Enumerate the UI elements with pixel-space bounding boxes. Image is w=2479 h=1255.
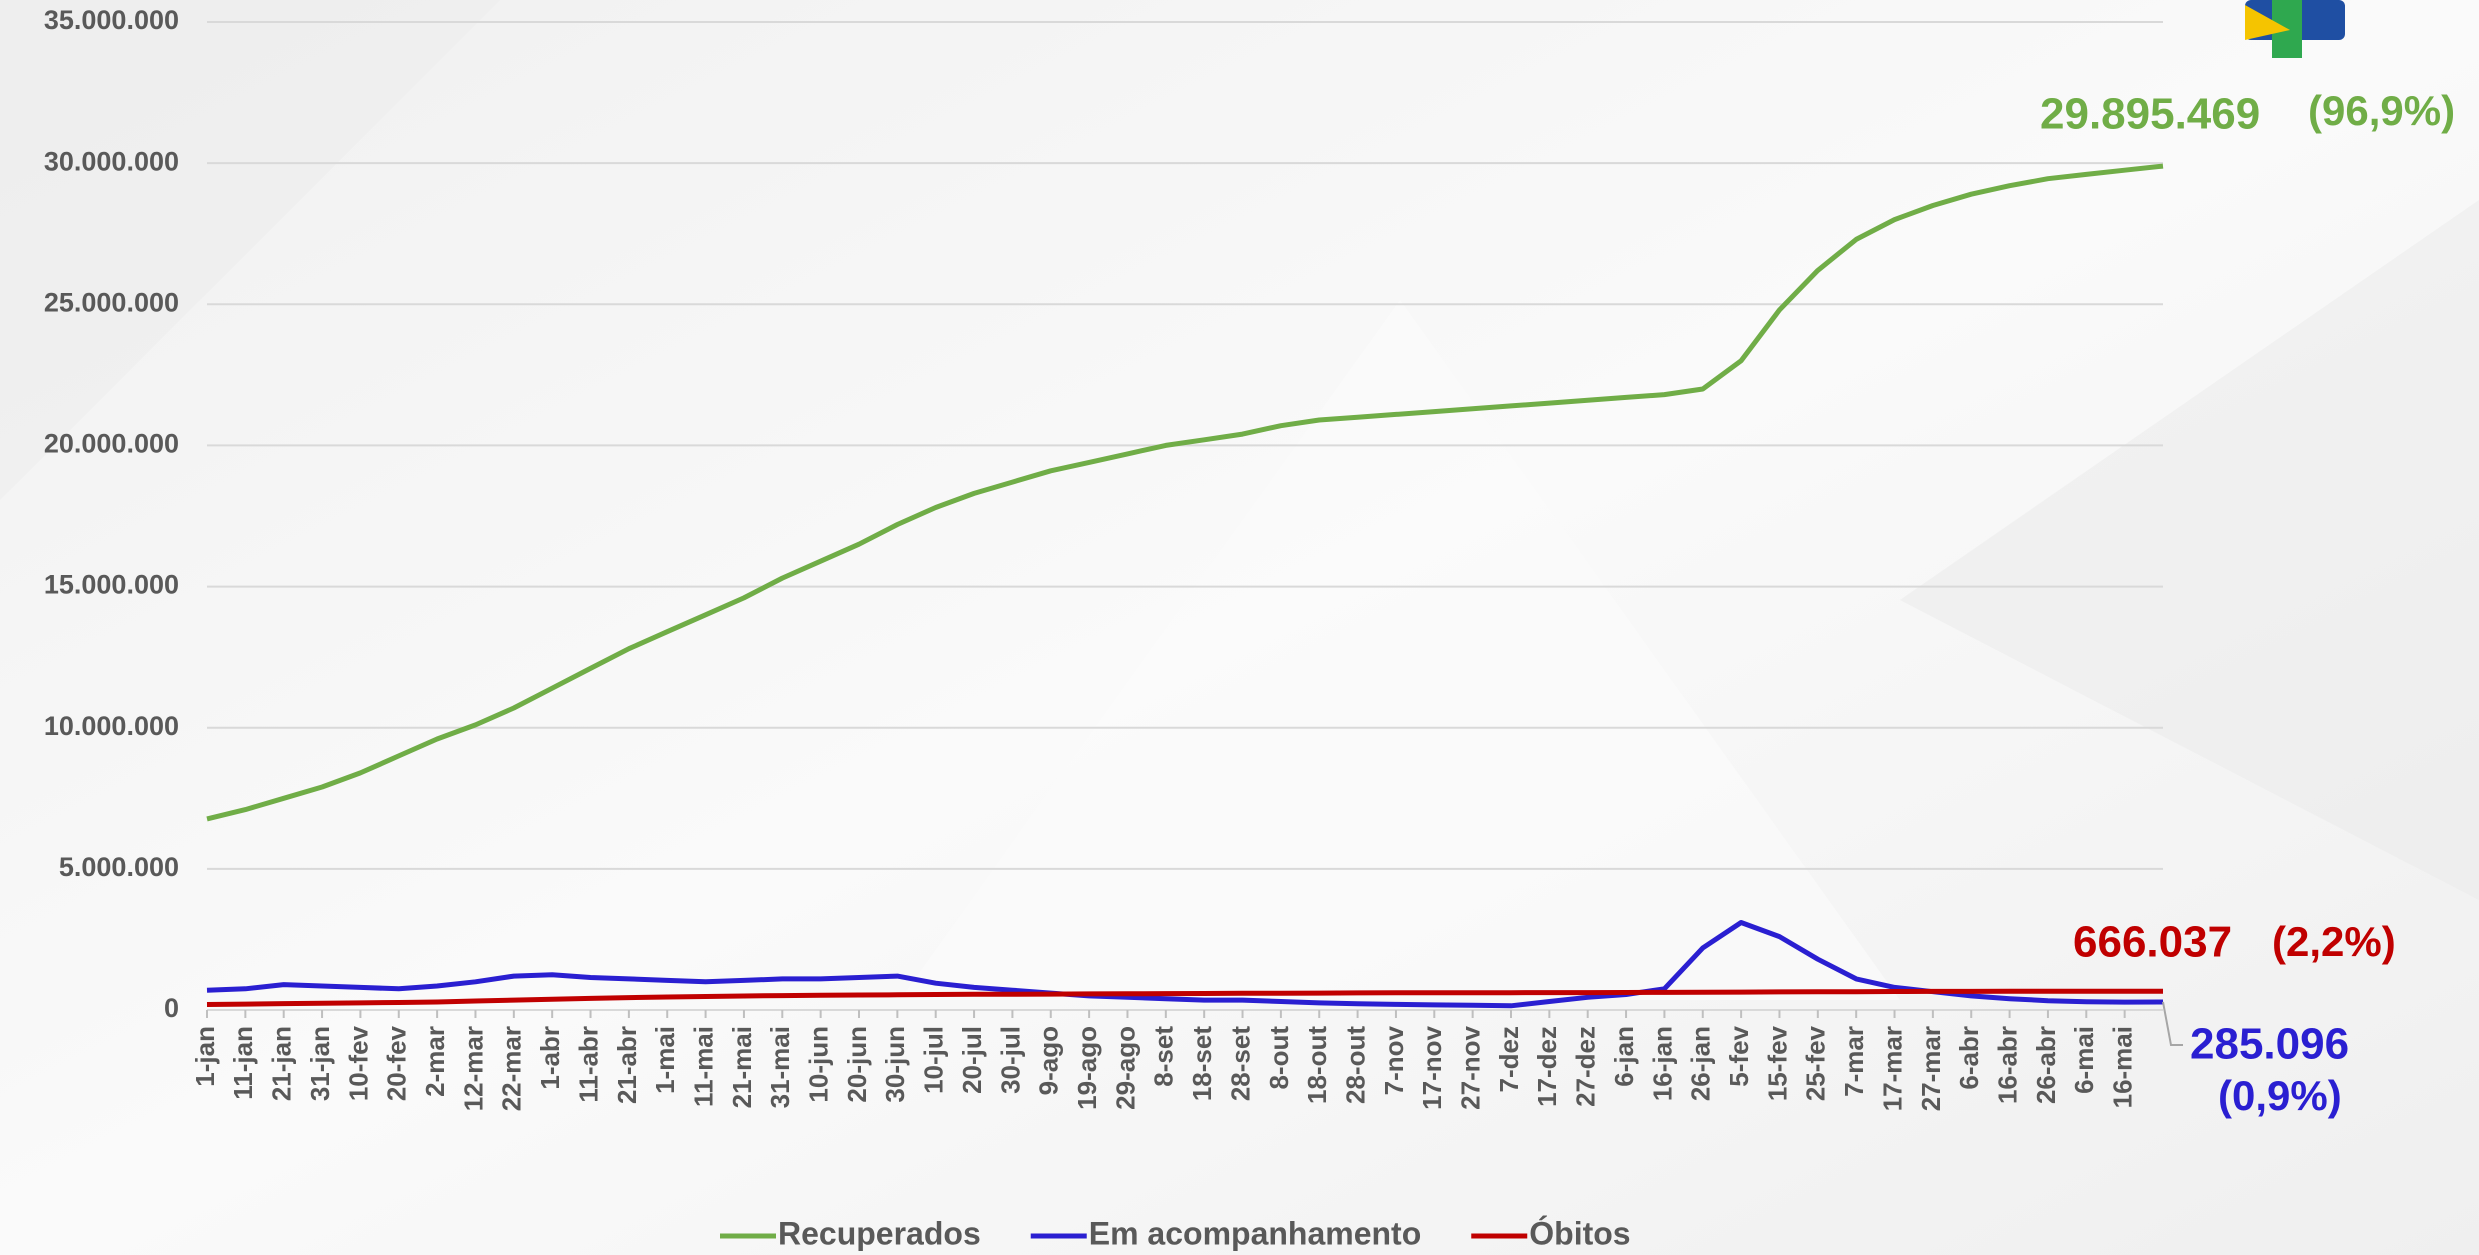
x-tick-label: 17-mar xyxy=(1877,1026,1907,1111)
end-label: 666.037 xyxy=(2073,918,2232,967)
x-tick-label: 29-ago xyxy=(1110,1026,1140,1110)
x-tick-label: 27-nov xyxy=(1456,1025,1486,1109)
y-tick-label: 5.000.000 xyxy=(59,852,179,882)
x-tick-label: 7-nov xyxy=(1379,1025,1409,1095)
x-tick-label: 11-jan xyxy=(228,1026,258,1100)
x-tick-label: 6-jan xyxy=(1609,1026,1639,1087)
x-tick-label: 16-jan xyxy=(1647,1026,1677,1101)
x-tick-label: 7-mar xyxy=(1839,1026,1869,1097)
x-tick-label: 18-out xyxy=(1302,1026,1332,1104)
x-tick-label: 12-mar xyxy=(458,1026,488,1111)
x-tick-label: 10-jun xyxy=(804,1026,834,1103)
end-label: 29.895.469 xyxy=(2040,90,2260,139)
leader-line xyxy=(2162,1001,2183,1046)
x-tick-label: 6-mai xyxy=(2069,1026,2099,1094)
x-tick-label: 18-set xyxy=(1187,1026,1217,1101)
x-tick-label: 2-mar xyxy=(420,1026,450,1097)
x-tick-label: 6-abr xyxy=(1954,1026,1984,1090)
legend-label: Em acompanhamento xyxy=(1089,1215,1422,1251)
end-share: (0,9%) xyxy=(2218,1072,2342,1119)
x-tick-label: 5-fev xyxy=(1724,1025,1754,1086)
y-tick-label: 20.000.000 xyxy=(44,429,179,459)
end-label: 285.096 xyxy=(2190,1020,2349,1069)
series-line xyxy=(206,988,2163,1007)
y-tick-label: 25.000.000 xyxy=(44,287,179,317)
x-tick-label: 10-jul xyxy=(919,1026,949,1094)
x-tick-label: 8-set xyxy=(1149,1026,1179,1087)
bg-shape xyxy=(0,0,500,500)
x-tick-label: 1-abr xyxy=(535,1026,565,1090)
y-tick-label: 10.000.000 xyxy=(44,711,179,741)
logo xyxy=(2245,0,2345,58)
x-tick-label: 19-ago xyxy=(1072,1026,1102,1110)
x-tick-label: 28-out xyxy=(1340,1026,1370,1104)
x-tick-label: 8-out xyxy=(1264,1026,1294,1090)
x-tick-label: 26-jan xyxy=(1686,1026,1716,1101)
x-tick-label: 17-dez xyxy=(1532,1026,1562,1107)
series-line xyxy=(206,163,2164,822)
x-tick-label: 15-fev xyxy=(1762,1025,1792,1101)
x-tick-label: 27-mar xyxy=(1916,1026,1946,1111)
x-tick-label: 30-jul xyxy=(995,1026,1025,1094)
x-tick-label: 1-jan xyxy=(190,1026,220,1087)
x-tick-label: 9-ago xyxy=(1034,1026,1064,1095)
x-tick-label: 7-dez xyxy=(1494,1026,1524,1092)
series-line xyxy=(206,920,2164,1009)
x-tick-label: 16-abr xyxy=(1992,1026,2022,1104)
y-tick-label: 15.000.000 xyxy=(44,570,179,600)
x-tick-label: 31-jan xyxy=(305,1026,335,1101)
legend-label: Óbitos xyxy=(1529,1215,1630,1251)
bg-shape xyxy=(1900,200,2479,900)
x-tick-label: 21-mai xyxy=(727,1026,757,1108)
x-tick-label: 20-fev xyxy=(382,1025,412,1101)
x-tick-label: 20-jun xyxy=(842,1026,872,1103)
end-share: (96,9%) xyxy=(2308,87,2455,134)
x-tick-label: 25-fev xyxy=(1801,1025,1831,1101)
legend-label: Recuperados xyxy=(778,1215,981,1251)
x-tick-label: 21-jan xyxy=(267,1026,297,1101)
y-tick-label: 35.000.000 xyxy=(44,5,179,35)
x-tick-label: 20-jul xyxy=(957,1026,987,1094)
y-tick-label: 0 xyxy=(164,993,179,1023)
x-tick-label: 11-mai xyxy=(688,1026,718,1107)
x-tick-label: 27-dez xyxy=(1571,1026,1601,1107)
bg-shape xyxy=(900,300,1900,1000)
x-tick-label: 10-fev xyxy=(343,1025,373,1101)
x-tick-label: 31-mai xyxy=(765,1026,795,1108)
x-tick-label: 21-abr xyxy=(612,1026,642,1104)
x-tick-label: 11-abr xyxy=(573,1026,603,1103)
end-share: (2,2%) xyxy=(2272,918,2396,965)
x-tick-label: 17-nov xyxy=(1417,1025,1447,1109)
x-tick-label: 28-set xyxy=(1225,1026,1255,1101)
x-tick-label: 22-mar xyxy=(497,1026,527,1111)
y-tick-label: 30.000.000 xyxy=(44,146,179,176)
x-tick-label: 16-mai xyxy=(2108,1026,2138,1108)
x-tick-label: 30-jun xyxy=(880,1026,910,1103)
x-tick-label: 1-mai xyxy=(650,1026,680,1094)
x-tick-label: 26-abr xyxy=(2031,1026,2061,1104)
